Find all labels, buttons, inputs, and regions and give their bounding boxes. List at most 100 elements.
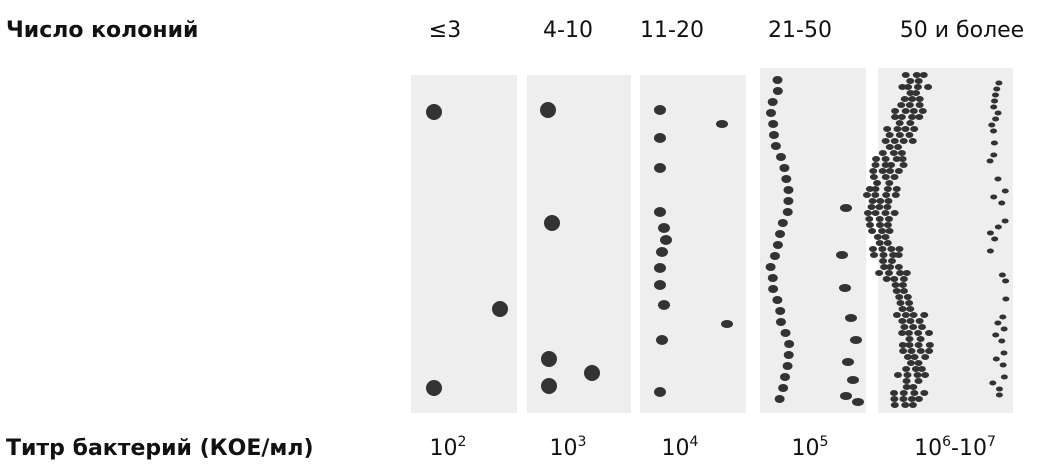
colony: [783, 186, 793, 194]
colony: [905, 330, 913, 336]
colony: [426, 380, 442, 396]
colony: [766, 263, 776, 271]
colony: [784, 351, 794, 359]
colony: [894, 372, 902, 378]
colony: [906, 102, 914, 108]
colony: [901, 96, 909, 102]
plate: [411, 75, 517, 413]
colony: [919, 108, 927, 114]
colony: [872, 156, 880, 162]
colony: [847, 376, 859, 384]
colony: [891, 114, 899, 120]
colony: [915, 78, 923, 84]
titer: 102: [430, 436, 467, 461]
colony: [918, 324, 926, 330]
colony: [882, 174, 890, 180]
colony: [992, 93, 999, 98]
colony: [993, 357, 1000, 362]
colony: [882, 234, 890, 240]
colony: [1001, 327, 1008, 332]
colony: [921, 354, 929, 360]
colony: [778, 219, 788, 227]
colony: [654, 280, 666, 290]
colony: [899, 396, 907, 402]
colony: [884, 222, 892, 228]
colony: [768, 120, 778, 128]
titer: 103: [550, 436, 587, 461]
colony: [540, 102, 556, 118]
colony: [887, 162, 895, 168]
colony: [906, 120, 914, 126]
colony: [492, 301, 508, 317]
colony: [584, 365, 600, 381]
colony: [906, 306, 914, 312]
colony: [883, 204, 891, 210]
colony: [541, 378, 557, 394]
colony: [654, 163, 666, 173]
colony: [900, 138, 908, 144]
colony: [901, 402, 909, 408]
colony: [907, 360, 915, 366]
colony: [915, 360, 923, 366]
colony: [915, 378, 923, 384]
colony: [768, 285, 778, 293]
colony: [911, 354, 919, 360]
colony: [990, 105, 997, 110]
colony: [876, 222, 884, 228]
colony: [914, 330, 922, 336]
colony: [903, 270, 911, 276]
colony: [874, 234, 882, 240]
colony: [996, 393, 1003, 398]
titer-exponent: 2: [458, 434, 467, 450]
colony: [716, 120, 728, 128]
colony: [885, 216, 893, 222]
colony: [881, 210, 889, 216]
colony: [913, 72, 921, 78]
colony: [882, 156, 890, 162]
colony: [915, 396, 923, 402]
colony: [916, 96, 924, 102]
colony: [902, 312, 910, 318]
colony: [884, 198, 892, 204]
column-label: 11-20: [640, 18, 704, 43]
colony: [1002, 279, 1009, 284]
colony: [999, 315, 1006, 320]
colony: [900, 162, 908, 168]
colony: [925, 348, 933, 354]
colony: [893, 312, 901, 318]
colony: [890, 174, 898, 180]
colony: [912, 90, 920, 96]
colony: [910, 312, 918, 318]
colony: [654, 387, 666, 397]
colony: [902, 108, 910, 114]
colony: [894, 144, 902, 150]
colony: [886, 228, 894, 234]
colony: [875, 204, 883, 210]
colony: [879, 168, 887, 174]
colony: [888, 258, 896, 264]
colony: [840, 392, 852, 400]
colony: [905, 336, 913, 342]
colony: [778, 384, 788, 392]
colony: [905, 132, 913, 138]
colony: [878, 246, 886, 252]
colony: [908, 96, 916, 102]
colony: [895, 246, 903, 252]
titer-exponent: 3: [578, 434, 587, 450]
colony: [902, 126, 910, 132]
colony: [781, 175, 791, 183]
colony: [866, 222, 874, 228]
plate: [640, 75, 746, 413]
titer: 106-107: [914, 436, 996, 461]
colony: [900, 276, 908, 282]
colony: [987, 159, 994, 164]
colony: [893, 288, 901, 294]
colony: [850, 336, 862, 344]
colony: [876, 198, 884, 204]
colony: [842, 358, 854, 366]
colony: [892, 282, 900, 288]
colony: [783, 197, 793, 205]
colony: [883, 126, 891, 132]
colony: [916, 318, 924, 324]
colony: [920, 312, 928, 318]
